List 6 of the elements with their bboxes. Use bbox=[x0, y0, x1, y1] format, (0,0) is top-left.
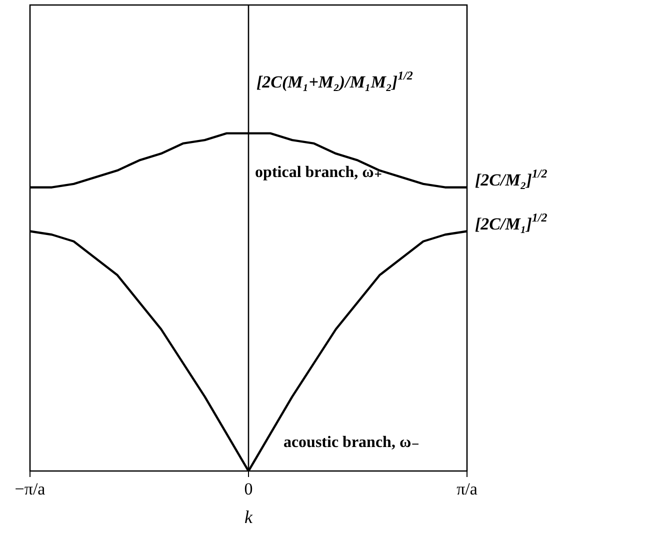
annotation: optical branch, ω₊ bbox=[255, 164, 382, 181]
annotation: acoustic branch, ω₋ bbox=[283, 434, 420, 452]
x-tick-label: −π/a bbox=[14, 480, 46, 499]
x-tick-label: 0 bbox=[244, 480, 253, 499]
x-tick-label: π/a bbox=[456, 480, 478, 499]
x-axis-title: k bbox=[244, 506, 254, 527]
